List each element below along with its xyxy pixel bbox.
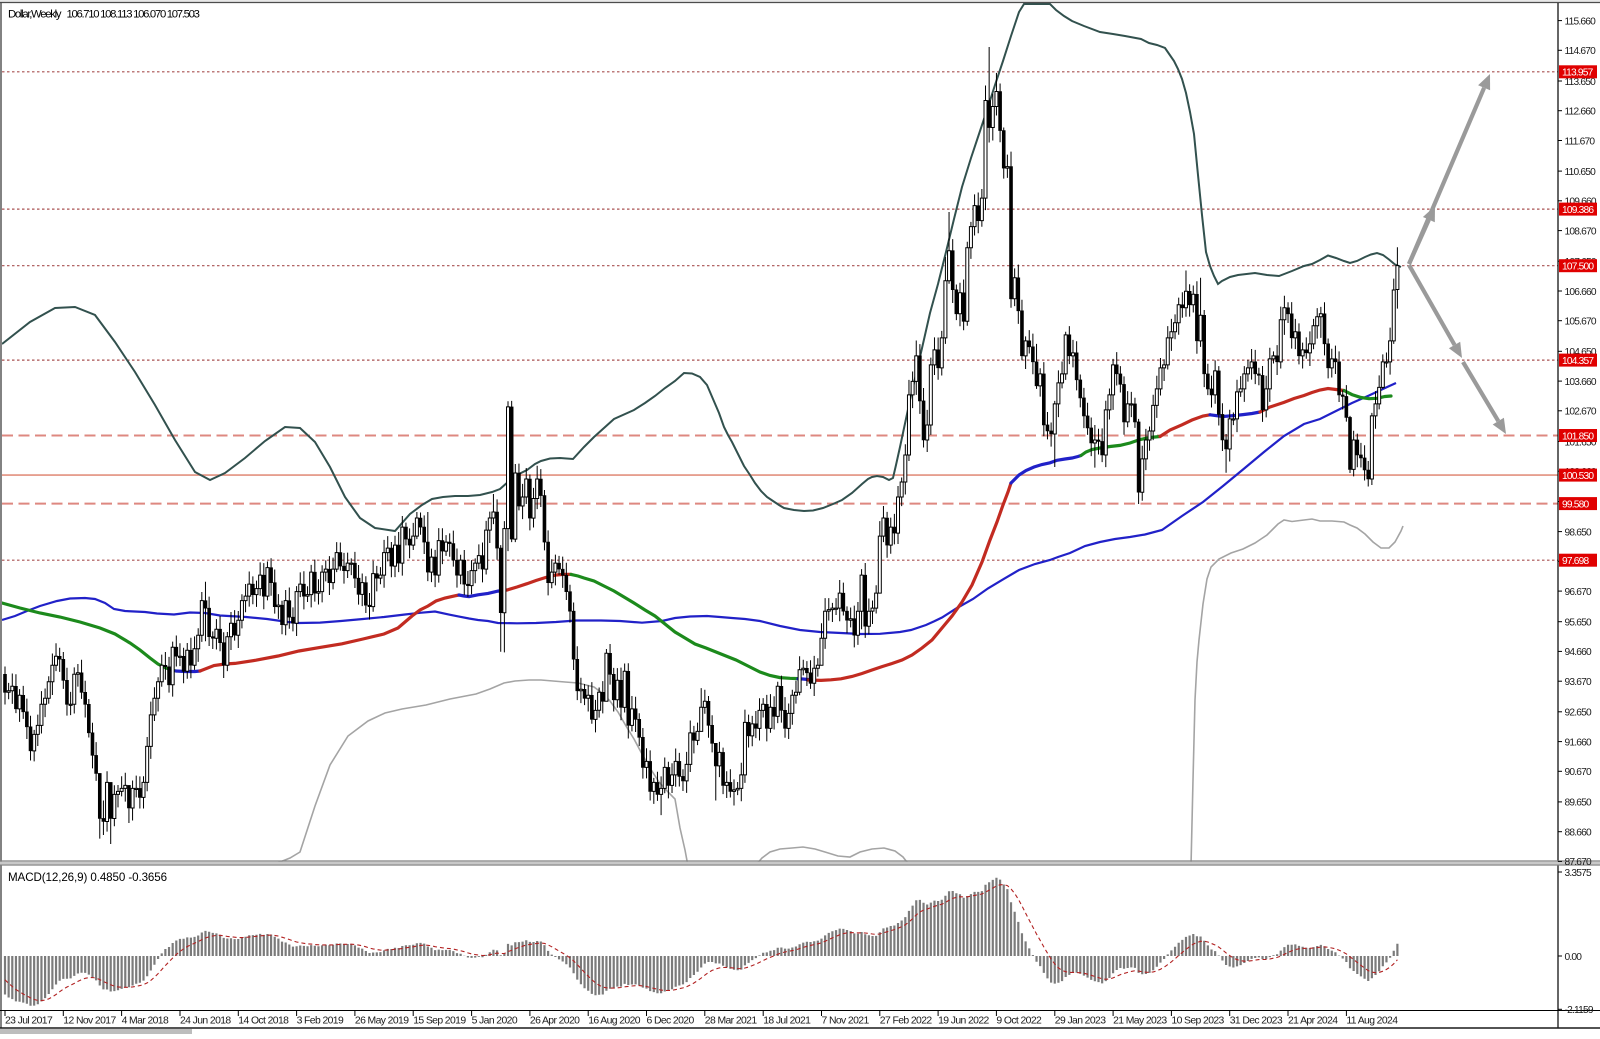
svg-text:23 Jul 2017: 23 Jul 2017 — [5, 1016, 53, 1027]
svg-text:88.660: 88.660 — [1565, 828, 1592, 839]
svg-text:29 Jan 2023: 29 Jan 2023 — [1055, 1016, 1106, 1027]
svg-text:108.670: 108.670 — [1565, 226, 1597, 237]
svg-text:98.650: 98.650 — [1565, 527, 1592, 538]
svg-text:109.660: 109.660 — [1565, 197, 1597, 208]
svg-text:113.650: 113.650 — [1565, 77, 1597, 88]
svg-text:26 Apr 2020: 26 Apr 2020 — [530, 1016, 580, 1027]
svg-text:103.660: 103.660 — [1565, 377, 1597, 388]
svg-text:10 Sep 2023: 10 Sep 2023 — [1171, 1016, 1224, 1027]
svg-text:93.670: 93.670 — [1565, 677, 1592, 688]
svg-text:7 Nov 2021: 7 Nov 2021 — [822, 1016, 870, 1027]
svg-text:92.650: 92.650 — [1565, 708, 1592, 719]
svg-text:14 Oct 2018: 14 Oct 2018 — [238, 1016, 289, 1027]
svg-text:18 Jul 2021: 18 Jul 2021 — [763, 1016, 811, 1027]
svg-text:12 Nov 2017: 12 Nov 2017 — [63, 1016, 116, 1027]
svg-text:114.670: 114.670 — [1565, 46, 1597, 57]
svg-text:113.957: 113.957 — [1562, 68, 1594, 79]
svg-text:96.670: 96.670 — [1565, 587, 1592, 598]
svg-text:4 Mar 2018: 4 Mar 2018 — [122, 1016, 169, 1027]
svg-text:6 Dec 2020: 6 Dec 2020 — [647, 1016, 695, 1027]
svg-text:112.660: 112.660 — [1565, 107, 1597, 118]
svg-text:102.670: 102.670 — [1565, 407, 1597, 418]
svg-text:97.698: 97.698 — [1562, 556, 1589, 567]
svg-text:31 Dec 2023: 31 Dec 2023 — [1230, 1016, 1283, 1027]
svg-text:0.00: 0.00 — [1565, 952, 1583, 963]
svg-text:Dollar,Weekly 106.710 108.113: Dollar,Weekly 106.710 108.113 106.070 10… — [8, 9, 200, 21]
svg-text:15 Sep 2019: 15 Sep 2019 — [413, 1016, 466, 1027]
svg-text:90.670: 90.670 — [1565, 767, 1592, 778]
svg-text:94.660: 94.660 — [1565, 647, 1592, 658]
svg-text:99.580: 99.580 — [1562, 499, 1589, 510]
svg-text:106.660: 106.660 — [1565, 287, 1597, 298]
svg-text:110.650: 110.650 — [1565, 167, 1597, 178]
svg-text:101.850: 101.850 — [1562, 431, 1594, 442]
svg-text:3.3575: 3.3575 — [1565, 868, 1592, 879]
svg-text:5 Jan 2020: 5 Jan 2020 — [472, 1016, 518, 1027]
svg-text:-2.1159: -2.1159 — [1565, 1005, 1594, 1016]
svg-text:107.500: 107.500 — [1562, 262, 1594, 273]
svg-text:105.670: 105.670 — [1565, 317, 1597, 328]
svg-text:MACD(12,26,9) 0.4850 -0.3656: MACD(12,26,9) 0.4850 -0.3656 — [8, 871, 167, 884]
svg-text:109.386: 109.386 — [1562, 205, 1594, 216]
svg-text:21 May 2023: 21 May 2023 — [1113, 1016, 1167, 1027]
svg-text:16 Aug 2020: 16 Aug 2020 — [588, 1016, 641, 1027]
svg-text:21 Apr 2024: 21 Apr 2024 — [1288, 1016, 1338, 1027]
svg-text:27 Feb 2022: 27 Feb 2022 — [880, 1016, 933, 1027]
svg-text:9 Oct 2022: 9 Oct 2022 — [996, 1016, 1042, 1027]
svg-text:87.670: 87.670 — [1565, 857, 1592, 868]
svg-text:24 Jun 2018: 24 Jun 2018 — [180, 1016, 231, 1027]
svg-text:100.530: 100.530 — [1562, 471, 1594, 482]
svg-text:115.660: 115.660 — [1565, 16, 1597, 27]
svg-text:95.650: 95.650 — [1565, 618, 1592, 629]
svg-text:89.650: 89.650 — [1565, 798, 1592, 809]
svg-text:104.650: 104.650 — [1565, 347, 1597, 358]
svg-text:91.660: 91.660 — [1565, 737, 1592, 748]
svg-text:28 Mar 2021: 28 Mar 2021 — [705, 1016, 758, 1027]
svg-text:111.670: 111.670 — [1565, 136, 1596, 147]
svg-text:11 Aug 2024: 11 Aug 2024 — [1346, 1016, 1398, 1027]
svg-text:3 Feb 2019: 3 Feb 2019 — [297, 1016, 344, 1027]
svg-text:19 Jun 2022: 19 Jun 2022 — [938, 1016, 989, 1027]
svg-text:104.357: 104.357 — [1562, 356, 1594, 367]
svg-text:26 May 2019: 26 May 2019 — [355, 1016, 409, 1027]
svg-text:101.650: 101.650 — [1565, 437, 1597, 448]
